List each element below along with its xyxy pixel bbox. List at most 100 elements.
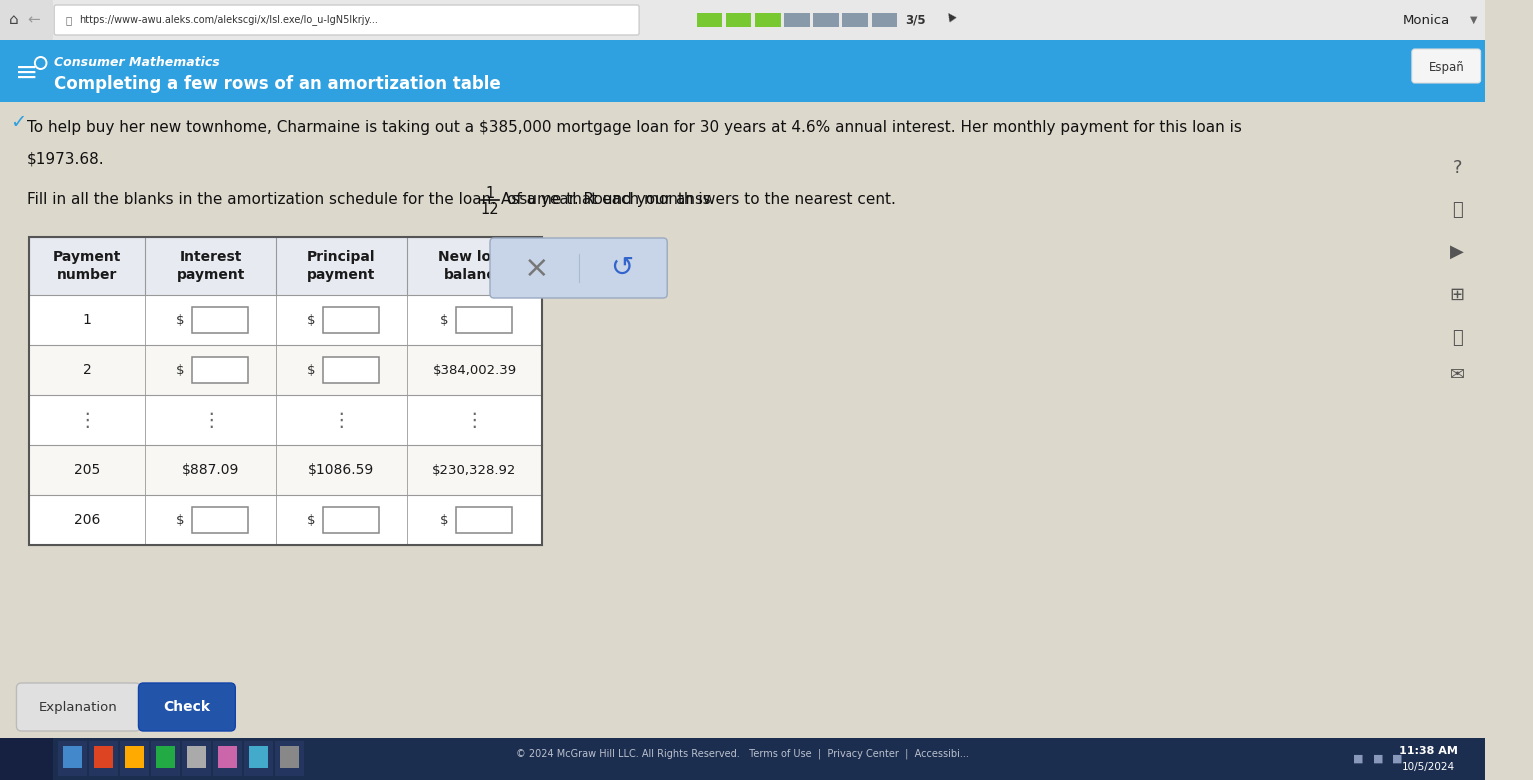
Bar <box>843 13 868 27</box>
Text: 12: 12 <box>481 201 500 217</box>
FancyBboxPatch shape <box>138 683 235 731</box>
Text: Españ: Españ <box>1429 61 1464 73</box>
Text: $230,328.92: $230,328.92 <box>432 463 517 477</box>
Text: Check: Check <box>164 700 210 714</box>
Bar <box>182 741 212 776</box>
FancyBboxPatch shape <box>1412 49 1481 83</box>
Text: https://www-awu.aleks.com/alekscgi/x/lsl.exe/lo_u-lgN5lkrjy...: https://www-awu.aleks.com/alekscgi/x/lsl… <box>80 15 379 26</box>
Bar <box>89 741 118 776</box>
Text: ⎙: ⎙ <box>1452 201 1462 219</box>
Text: © 2024 McGraw Hill LLC. All Rights Reserved.   Terms of Use  |  Privacy Center  : © 2024 McGraw Hill LLC. All Rights Reser… <box>515 749 969 759</box>
Bar <box>0 738 54 780</box>
Text: Fill in all the blanks in the amortization schedule for the loan. Assume that ea: Fill in all the blanks in the amortizati… <box>28 192 721 207</box>
Text: 11:38 AM: 11:38 AM <box>1400 746 1458 756</box>
Text: $: $ <box>176 363 185 377</box>
Bar <box>29 495 543 545</box>
Bar <box>0 102 1484 780</box>
Text: $887.09: $887.09 <box>182 463 239 477</box>
Text: Completing a few rows of an amortization table: Completing a few rows of an amortization… <box>54 75 501 93</box>
Text: ?: ? <box>1453 159 1462 177</box>
Text: Explanation: Explanation <box>38 700 118 714</box>
Bar <box>0 738 1484 780</box>
Text: Monica: Monica <box>1403 13 1450 27</box>
Bar <box>94 746 113 768</box>
Bar <box>187 746 207 768</box>
Bar <box>0 0 54 40</box>
FancyBboxPatch shape <box>491 238 667 298</box>
Text: ×: × <box>524 254 549 282</box>
Text: Consumer Mathematics: Consumer Mathematics <box>54 55 219 69</box>
Text: ←: ← <box>28 12 40 27</box>
Text: $: $ <box>440 314 449 327</box>
Text: ✉: ✉ <box>1450 366 1466 384</box>
Bar <box>814 13 839 27</box>
Text: 205: 205 <box>74 463 100 477</box>
Text: $1086.59: $1086.59 <box>308 463 374 477</box>
FancyBboxPatch shape <box>17 683 141 731</box>
Bar <box>213 741 242 776</box>
Bar <box>0 40 1484 102</box>
Bar <box>218 746 238 768</box>
Bar <box>63 746 83 768</box>
Bar <box>152 741 179 776</box>
Text: 2: 2 <box>83 363 92 377</box>
Text: 1: 1 <box>486 186 495 200</box>
Bar <box>323 357 379 383</box>
Text: ⌂: ⌂ <box>9 12 18 27</box>
Circle shape <box>34 56 48 70</box>
Text: ■: ■ <box>1372 754 1383 764</box>
Text: $: $ <box>440 513 449 526</box>
Bar <box>727 13 751 27</box>
Bar <box>29 445 543 495</box>
Text: ↺: ↺ <box>610 254 633 282</box>
FancyBboxPatch shape <box>54 5 639 35</box>
Text: ⎕: ⎕ <box>1452 329 1462 347</box>
Bar <box>58 741 87 776</box>
Text: Payment
number: Payment number <box>54 250 121 282</box>
Text: $384,002.39: $384,002.39 <box>432 363 517 377</box>
Bar <box>785 13 809 27</box>
Bar <box>457 507 512 533</box>
Text: $: $ <box>176 314 185 327</box>
Text: ▶: ▶ <box>1450 243 1464 261</box>
Text: $: $ <box>176 513 185 526</box>
Text: 206: 206 <box>74 513 100 527</box>
Text: ■: ■ <box>1392 754 1403 764</box>
Bar <box>281 746 299 768</box>
Text: ⋮: ⋮ <box>77 410 97 430</box>
Text: New loan
balance: New loan balance <box>438 250 510 282</box>
Bar <box>192 307 248 333</box>
Bar <box>192 507 248 533</box>
Bar <box>248 746 268 768</box>
Bar <box>698 13 722 27</box>
Text: ■: ■ <box>1354 754 1364 764</box>
Bar <box>29 237 543 545</box>
Text: 3/5: 3/5 <box>906 13 926 27</box>
Bar <box>192 357 248 383</box>
Text: ✓: ✓ <box>9 112 26 132</box>
Text: To help buy her new townhome, Charmaine is taking out a $385,000 mortgage loan f: To help buy her new townhome, Charmaine … <box>28 120 1242 135</box>
Text: 1: 1 <box>83 313 92 327</box>
Bar <box>0 0 1484 40</box>
Text: $: $ <box>307 314 316 327</box>
Text: Interest
payment: Interest payment <box>176 250 245 282</box>
Bar <box>323 507 379 533</box>
Bar <box>323 307 379 333</box>
Text: $1973.68.: $1973.68. <box>28 152 104 167</box>
Circle shape <box>35 58 46 68</box>
Text: ▲: ▲ <box>944 9 957 23</box>
Text: ⊞: ⊞ <box>1450 286 1466 304</box>
Bar <box>120 741 149 776</box>
Text: ⋮: ⋮ <box>331 410 351 430</box>
Text: ≡: ≡ <box>15 59 38 87</box>
Text: Principal
payment: Principal payment <box>307 250 376 282</box>
Bar <box>29 237 543 545</box>
Bar <box>29 237 543 295</box>
Text: $: $ <box>307 513 316 526</box>
Bar <box>29 295 543 345</box>
Text: ⋮: ⋮ <box>201 410 221 430</box>
Bar <box>29 345 543 395</box>
Bar <box>457 307 512 333</box>
Text: $: $ <box>307 363 316 377</box>
Text: 10/5/2024: 10/5/2024 <box>1401 762 1455 772</box>
